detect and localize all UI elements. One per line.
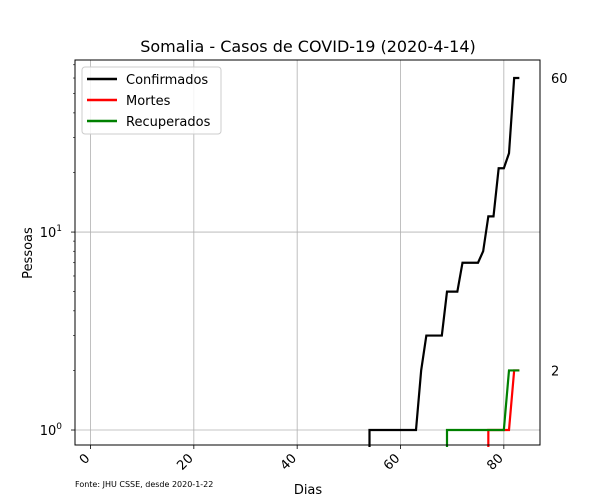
x-tick-label: 80 [484, 451, 506, 473]
chart-title: Somalia - Casos de COVID-19 (2020-4-14) [140, 37, 476, 56]
y-tick-label: 100 [40, 422, 63, 439]
y-axis-label: Pessoas [21, 227, 36, 279]
x-axis-label: Dias [294, 483, 323, 498]
legend-entry: Mortes [126, 94, 171, 109]
x-tick-label: 20 [174, 451, 196, 473]
x-tick-label: 0 [77, 451, 93, 467]
series-line-recuperados [445, 369, 520, 447]
end-label: 2 [551, 364, 559, 379]
legend: Confirmados Mortes Recuperados [81, 66, 222, 135]
series-line-confirmados [368, 76, 520, 447]
legend-entry: Recuperados [126, 115, 211, 130]
source-note: Fonte: JHU CSSE, desde 2020-1-22 [75, 480, 213, 489]
legend-box [81, 66, 222, 135]
y-tick-label: 101 [40, 224, 62, 241]
end-labels: 60 2 [551, 72, 568, 379]
legend-entry: Confirmados [126, 73, 208, 88]
series-layer [368, 76, 520, 447]
plot-frame [74, 59, 541, 446]
x-tick-label: 60 [381, 451, 403, 473]
end-label: 60 [551, 72, 568, 87]
x-tick-label: 40 [278, 451, 300, 473]
